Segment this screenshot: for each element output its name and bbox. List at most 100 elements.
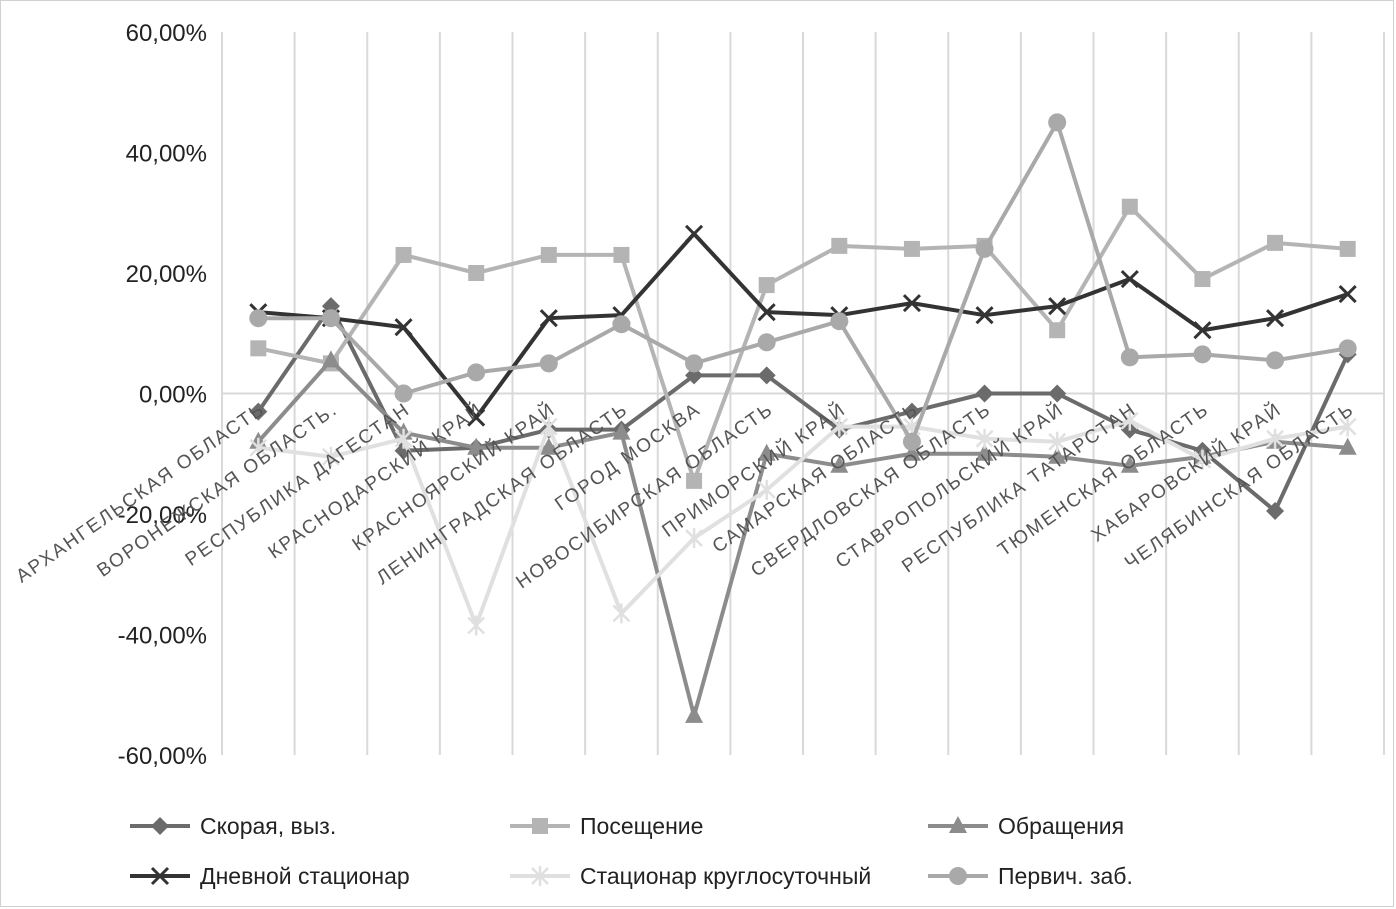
data-point — [467, 437, 486, 455]
data-point — [1339, 240, 1356, 257]
y-tick-label: -60,00% — [118, 743, 207, 770]
data-point — [1120, 410, 1139, 431]
data-point — [1194, 271, 1211, 288]
legend-item: Скорая, выз. — [130, 813, 336, 839]
data-point — [1193, 449, 1212, 470]
legend-item: Обращения — [928, 813, 1124, 839]
y-axis-ticks: 60,00% 40,00% 20,00% 0,00% -20,00% -40,00% -60… — [118, 20, 207, 770]
data-point — [394, 318, 413, 337]
data-point — [902, 294, 921, 313]
data-point — [1120, 455, 1139, 473]
legend-label: Дневной стационар — [200, 863, 410, 889]
data-point — [539, 416, 558, 437]
data-point — [1048, 297, 1067, 316]
data-point — [685, 528, 703, 549]
legend-label: Стационар круглосуточный — [580, 863, 871, 889]
data-point — [467, 408, 486, 427]
y-tick-label: 20,00% — [126, 261, 207, 288]
data-point — [468, 265, 485, 281]
data-point — [1338, 437, 1357, 455]
data-point — [250, 340, 267, 357]
data-point — [1266, 501, 1285, 520]
data-point — [394, 384, 413, 403]
data-point — [1193, 321, 1212, 340]
series-line — [258, 120, 1349, 444]
legend-label: Первич. заб. — [998, 863, 1133, 889]
data-point — [249, 309, 268, 328]
data-point — [151, 817, 169, 835]
series-line — [258, 418, 1349, 628]
data-point — [830, 312, 849, 331]
data-point — [758, 277, 775, 294]
y-tick-label: 60,00% — [126, 20, 207, 47]
series-4 — [249, 224, 1357, 427]
data-point — [831, 237, 848, 254]
data-point — [902, 432, 921, 451]
series-6 — [249, 113, 1357, 451]
data-point — [757, 333, 776, 352]
data-point — [613, 246, 630, 263]
data-point — [467, 363, 486, 382]
data-point — [1338, 285, 1357, 304]
data-point — [540, 246, 557, 263]
legend-item: Стационар круглосуточный — [510, 863, 871, 889]
legend-item: Посещение — [510, 813, 703, 839]
y-tick-label: -20,00% — [118, 502, 207, 529]
data-point — [757, 443, 776, 461]
data-point — [1266, 351, 1285, 370]
data-point — [757, 303, 776, 322]
data-point — [975, 384, 994, 403]
data-point — [903, 240, 920, 257]
data-point — [949, 867, 967, 885]
y-tick-label: -40,00% — [118, 623, 207, 650]
data-point — [394, 428, 413, 449]
data-point — [685, 354, 704, 373]
legend-label: Обращения — [998, 813, 1124, 839]
data-point — [1048, 446, 1067, 464]
data-point — [1121, 198, 1138, 215]
data-point — [531, 866, 549, 886]
data-point — [321, 309, 340, 328]
data-point — [1120, 269, 1139, 289]
data-point — [612, 603, 631, 624]
data-point — [395, 246, 412, 263]
data-point — [249, 437, 268, 458]
y-tick-label: 40,00% — [126, 141, 207, 168]
data-point — [1266, 428, 1284, 449]
data-point — [539, 437, 558, 455]
y-tick-label: 0,00% — [139, 382, 207, 409]
data-point — [902, 443, 921, 461]
legend: Скорая, выз. Посещение Обращения Дневной ст… — [130, 813, 1133, 889]
data-point — [1048, 384, 1067, 403]
legend-label: Посещение — [580, 813, 703, 839]
series-lines — [249, 113, 1357, 723]
data-point — [1193, 345, 1212, 364]
series-5 — [249, 410, 1357, 636]
data-point — [949, 816, 967, 833]
data-point — [975, 428, 994, 449]
legend-label: Скорая, выз. — [200, 813, 336, 839]
data-point — [686, 472, 703, 489]
data-point — [830, 416, 849, 437]
data-point — [975, 443, 994, 461]
data-point — [1265, 309, 1285, 328]
data-point — [685, 705, 704, 723]
data-point — [150, 866, 170, 886]
data-point — [1267, 234, 1284, 251]
legend-item: Первич. заб. — [928, 863, 1133, 889]
data-point — [975, 239, 994, 258]
data-point — [532, 818, 548, 834]
data-point — [757, 366, 776, 385]
data-point — [1120, 348, 1139, 367]
data-point — [539, 309, 558, 328]
data-point — [539, 354, 558, 373]
data-point — [1338, 416, 1357, 437]
series-line — [258, 231, 1349, 420]
data-point — [612, 422, 631, 440]
data-point — [975, 306, 994, 325]
data-point — [1049, 322, 1066, 339]
data-point — [1048, 431, 1067, 452]
data-point — [1338, 339, 1357, 358]
